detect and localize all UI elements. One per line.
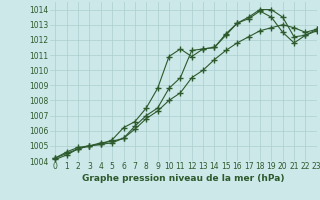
- X-axis label: Graphe pression niveau de la mer (hPa): Graphe pression niveau de la mer (hPa): [82, 174, 284, 183]
